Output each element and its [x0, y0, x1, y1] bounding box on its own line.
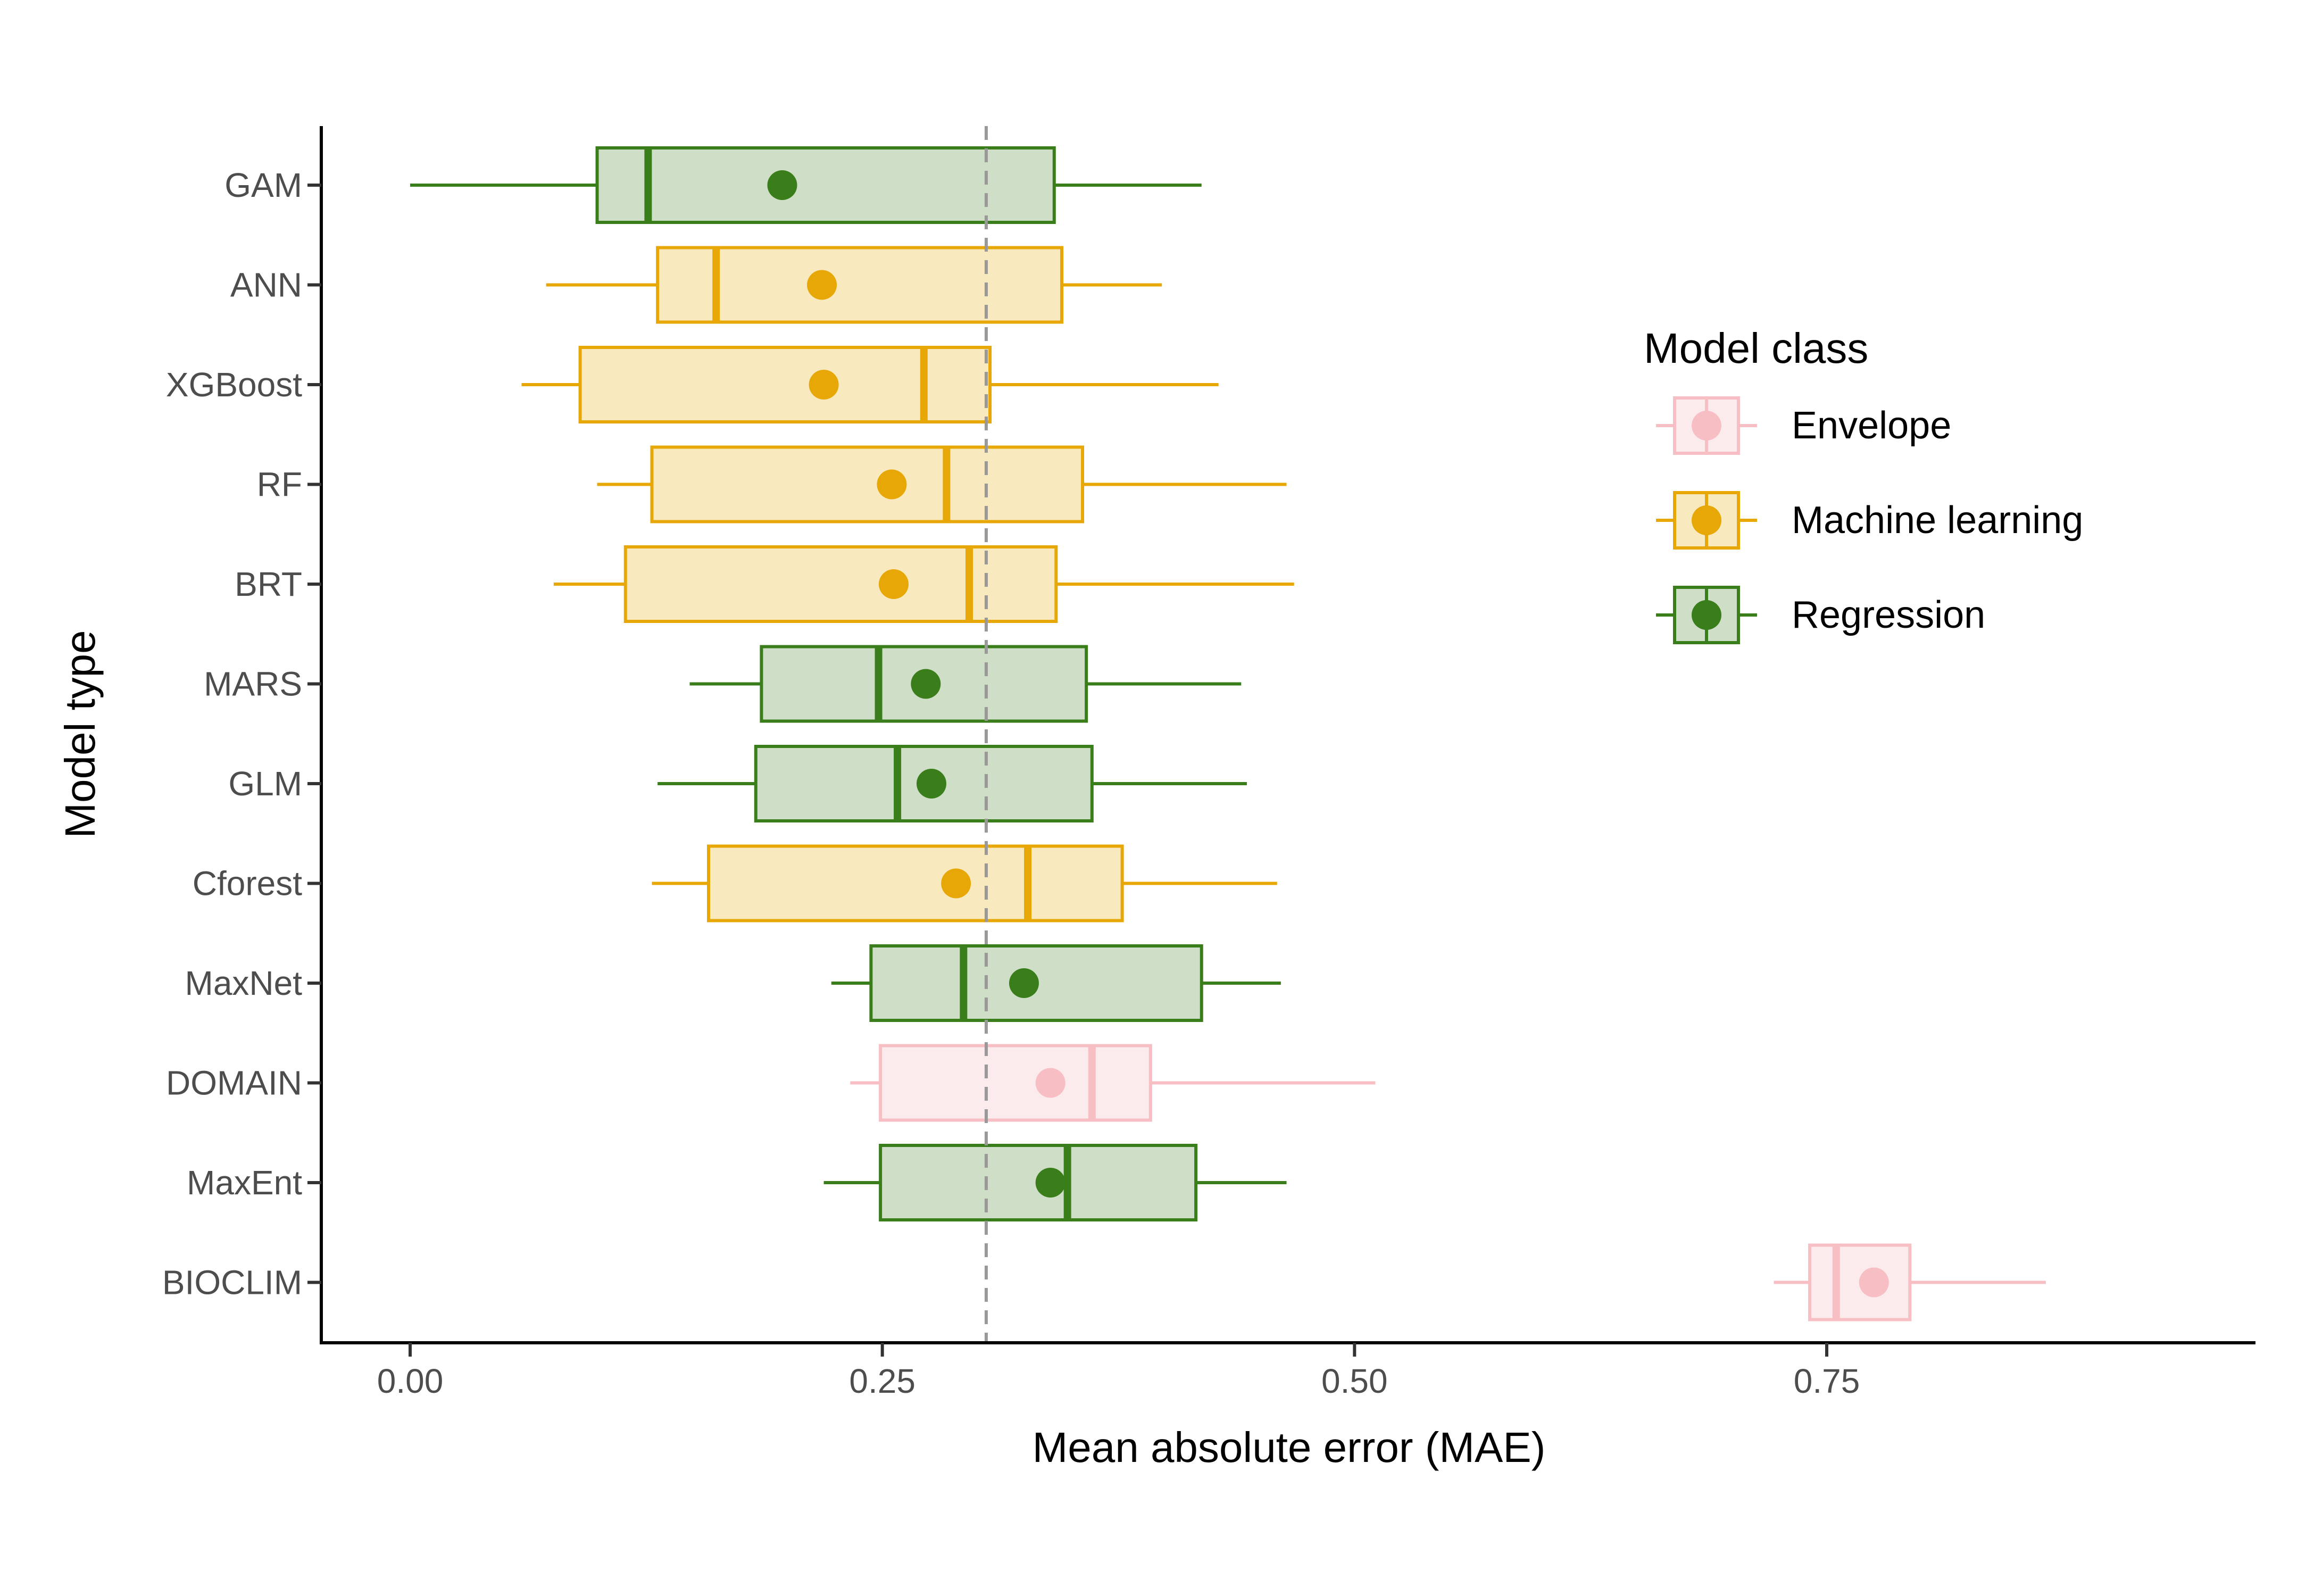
y-tick-label: BIOCLIM	[162, 1264, 302, 1302]
y-tick-label: DOMAIN	[166, 1064, 302, 1102]
iqr-box	[578, 346, 992, 423]
mean-point	[941, 868, 971, 899]
y-tick-label: Cforest	[193, 864, 303, 903]
x-axis: 0.00 0.25 0.50 0.75	[377, 1343, 1860, 1400]
iqr-box	[595, 146, 1056, 224]
y-axis-title: Model type	[56, 630, 104, 838]
boxes-layer	[410, 146, 2046, 1321]
mean-point	[916, 769, 946, 799]
box-mars	[689, 645, 1242, 723]
mean-point	[1035, 1168, 1066, 1198]
x-tick-label: 0.50	[1321, 1362, 1388, 1400]
y-tick-label: MaxEnt	[187, 1163, 302, 1202]
legend: Model class Envelope Machine learning Regr…	[1644, 325, 2083, 644]
x-tick-label: 0.00	[377, 1362, 444, 1400]
means-layer	[767, 170, 1889, 1298]
legend-item-envelope: Envelope	[1656, 396, 1951, 455]
box-gam	[410, 146, 1202, 224]
y-tick-label: MARS	[204, 665, 302, 703]
iqr-box	[623, 545, 1058, 623]
box-ann	[546, 246, 1162, 324]
y-axis: GAM ANN XGBoost RF BRT MARS GLM Cforest MaxNet DO…	[162, 166, 321, 1302]
mean-point	[1035, 1068, 1066, 1098]
box-rf	[597, 445, 1287, 523]
legend-title: Model class	[1644, 325, 1868, 372]
legend-label: Machine learning	[1792, 499, 2083, 542]
box-domain	[850, 1044, 1376, 1122]
mean-point	[877, 469, 907, 500]
y-tick-label: RF	[257, 466, 302, 504]
y-tick-label: ANN	[230, 266, 302, 304]
legend-key-point	[1692, 600, 1721, 630]
box-bioclim	[1774, 1243, 2046, 1321]
box-glm	[657, 745, 1247, 822]
y-tick-label: XGBoost	[166, 365, 302, 404]
box-brt	[553, 545, 1294, 623]
y-tick-label: MaxNet	[185, 964, 303, 1002]
legend-label: Regression	[1792, 594, 1985, 636]
y-tick-label: GLM	[228, 764, 302, 803]
legend-item-regression: Regression	[1656, 586, 1985, 644]
mean-point	[809, 370, 839, 400]
iqr-box	[879, 1044, 1152, 1122]
legend-key-point	[1692, 505, 1721, 535]
box-xgboost	[521, 346, 1219, 423]
mean-point	[1859, 1267, 1889, 1298]
x-tick-label: 0.25	[849, 1362, 915, 1400]
mean-point	[911, 669, 941, 699]
mean-point	[767, 170, 797, 200]
box-cforest	[652, 844, 1277, 922]
mean-point	[807, 270, 837, 300]
iqr-box	[650, 445, 1085, 523]
mean-point	[878, 569, 909, 599]
x-tick-label: 0.75	[1794, 1362, 1860, 1400]
iqr-box	[707, 844, 1124, 922]
legend-label: Envelope	[1792, 404, 1951, 447]
y-tick-label: GAM	[224, 166, 302, 204]
mean-point	[1009, 968, 1039, 998]
legend-key-point	[1692, 411, 1721, 440]
iqr-box	[656, 246, 1063, 324]
x-axis-title: Mean absolute error (MAE)	[1033, 1424, 1546, 1471]
legend-item-ml: Machine learning	[1656, 491, 2083, 550]
box-maxnet	[831, 944, 1281, 1022]
y-tick-label: BRT	[235, 565, 302, 603]
